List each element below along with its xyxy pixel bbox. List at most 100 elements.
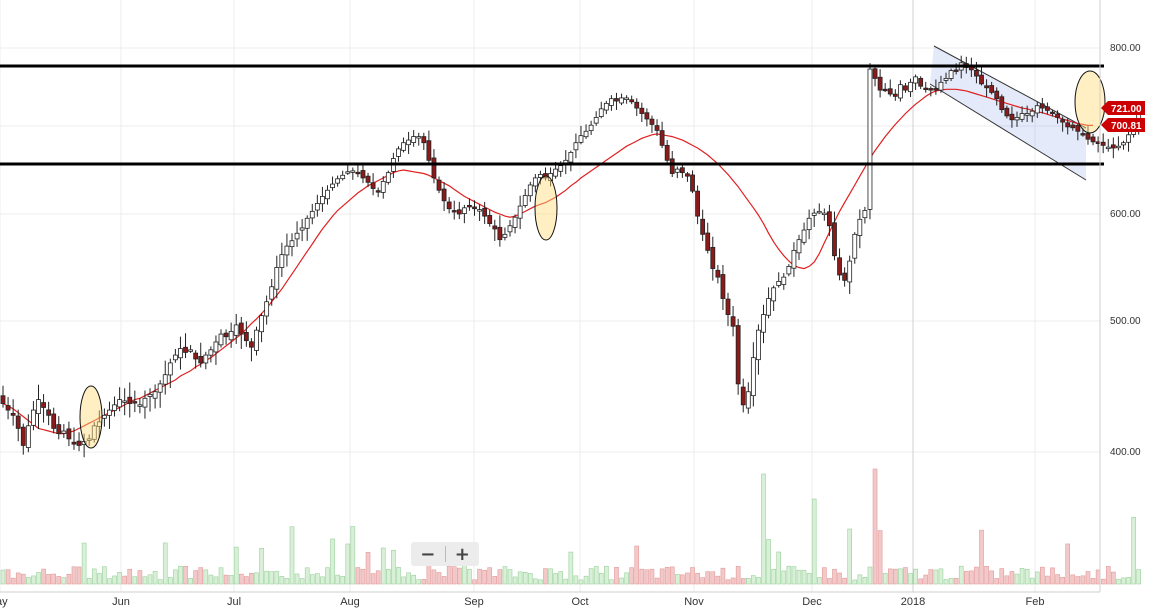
candle	[877, 69, 883, 98]
candle	[578, 125, 584, 145]
volume-bar	[963, 571, 969, 585]
candle	[421, 132, 427, 151]
candle	[852, 232, 858, 264]
candle	[142, 390, 148, 419]
candle	[309, 203, 315, 225]
zoom-in-button[interactable]: +	[454, 543, 470, 565]
candle	[603, 100, 609, 115]
candle	[137, 397, 143, 414]
volume-bar	[898, 568, 903, 585]
volume-bar	[249, 573, 254, 585]
volume-bar	[502, 566, 508, 585]
volume-bar	[776, 551, 782, 585]
candle	[609, 95, 614, 111]
candle	[10, 399, 16, 426]
volume-bar	[893, 568, 898, 585]
volume-bar	[989, 570, 994, 585]
volume-bar	[228, 575, 234, 585]
candle	[735, 318, 741, 395]
volume-bar	[837, 572, 842, 585]
candle	[269, 278, 275, 306]
volume-bar	[887, 568, 893, 585]
volume-bar	[984, 566, 989, 585]
y-tick-label: 600.00	[1110, 209, 1141, 220]
candle	[892, 89, 898, 101]
volume-bar	[1060, 576, 1065, 585]
candle	[127, 382, 133, 418]
x-tick-label: Nov	[684, 596, 704, 608]
candle	[872, 64, 878, 87]
volume-bar	[1050, 567, 1055, 585]
volume-bar	[467, 569, 472, 585]
volume-bar	[745, 578, 751, 585]
volume-bar	[238, 573, 244, 585]
candle	[218, 329, 224, 348]
candle	[132, 390, 138, 413]
candle	[923, 81, 929, 93]
candle	[61, 424, 67, 438]
candle	[183, 333, 188, 359]
candle	[887, 79, 893, 97]
candle	[254, 326, 259, 356]
candle	[294, 221, 300, 247]
candle	[1039, 97, 1045, 114]
volume-bar	[279, 576, 285, 585]
volume-bar	[188, 578, 193, 585]
zoom-out-button[interactable]: −	[420, 543, 436, 565]
volume-bar	[183, 565, 188, 585]
candle	[527, 181, 533, 202]
candle	[86, 434, 92, 446]
candle	[1060, 116, 1066, 132]
volume-bar	[1024, 568, 1030, 585]
volume-bar	[325, 567, 330, 585]
candle	[299, 218, 305, 242]
price-badges: 721.00 700.81	[1101, 101, 1145, 132]
candle	[360, 163, 366, 184]
candle	[345, 165, 351, 175]
volume-bar	[1045, 575, 1050, 585]
volume-bar	[857, 574, 863, 585]
candle	[994, 87, 1000, 106]
volume-bar	[1100, 578, 1106, 585]
candle	[832, 211, 837, 261]
volume-bar	[796, 569, 802, 585]
volume-bar	[573, 575, 579, 585]
candle	[0, 385, 6, 408]
volume-bar	[274, 571, 280, 585]
volume-bar	[492, 576, 498, 585]
candle	[700, 209, 706, 242]
volume-bar	[1040, 566, 1045, 585]
volume-bar	[26, 577, 31, 585]
volume-bar	[801, 569, 807, 585]
volume-bar	[786, 565, 792, 585]
candle	[71, 427, 77, 450]
candle	[1070, 121, 1076, 131]
candle	[112, 396, 117, 417]
volume-bar	[1029, 577, 1035, 585]
price-badge: 721.00	[1101, 101, 1145, 115]
volume-bar	[431, 569, 437, 585]
volume-bar	[107, 578, 112, 585]
candle	[36, 384, 41, 429]
volume-bar	[15, 572, 21, 585]
candle	[497, 215, 503, 247]
volume-bar	[1136, 569, 1141, 585]
candle	[1085, 126, 1091, 145]
candle	[223, 329, 229, 345]
volume-bar	[1034, 571, 1040, 585]
candle	[1019, 106, 1025, 123]
candle	[517, 195, 523, 230]
volume-bar	[847, 528, 852, 585]
candle	[46, 401, 52, 426]
candle	[401, 137, 406, 153]
candle	[441, 182, 447, 212]
candle	[725, 292, 731, 327]
candle	[451, 200, 457, 220]
volume-bar	[294, 573, 300, 585]
zoom-control: − +	[411, 542, 479, 566]
candle	[340, 170, 346, 181]
candle	[796, 234, 802, 261]
volume-bar	[127, 568, 133, 585]
volume-bar	[538, 579, 543, 585]
